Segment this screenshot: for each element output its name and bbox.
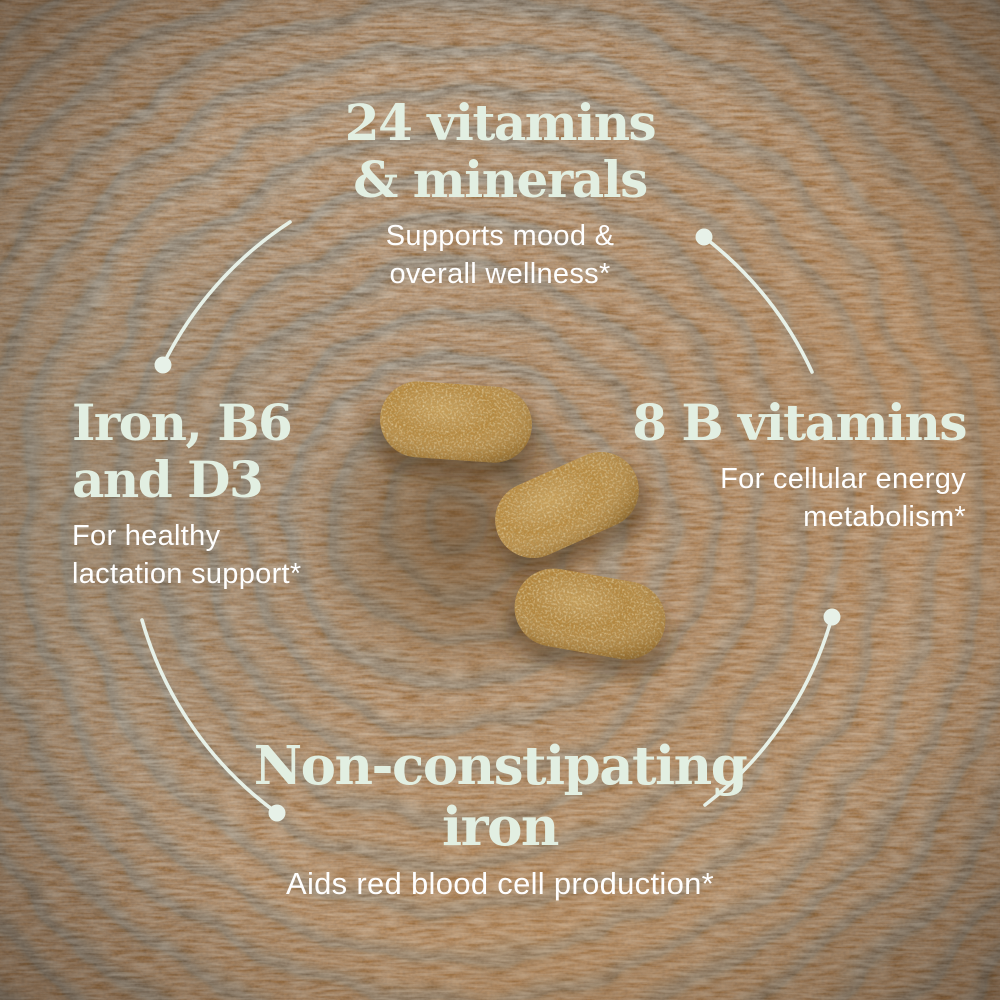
title-line: 8 B vitamins [632,393,967,452]
pill-capsule-1 [372,378,537,481]
title-line: Iron, B6 [72,393,293,452]
arc-dot-top-right [695,228,713,246]
arc-dot-bottom-right [823,608,841,626]
arc-bottom-right [703,615,834,807]
callout-title: Iron, B6 and D3 [72,394,301,508]
callout-title: 24 vitamins & minerals [0,94,1000,208]
title-line: Non-constipating [253,735,748,797]
arc-dot-top-left [154,356,172,374]
callout-iron-b6-d3: Iron, B6 and D3 For healthy lactation su… [72,394,301,593]
callout-title: Non-constipating iron [0,736,1000,858]
subtitle-line: Aids red blood cell production* [285,866,715,901]
arc-top-left [161,220,292,367]
title-line: and D3 [72,450,264,509]
callout-subtitle: For healthy lactation support* [72,517,301,593]
callout-b-vitamins: 8 B vitamins For cellular energy metabol… [632,393,967,536]
arc-bottom-left [140,618,279,815]
title-line: iron [442,796,559,858]
title-line: & minerals [353,150,648,209]
pill-shading [514,568,666,660]
title-line: 24 vitamins [344,93,657,152]
subtitle-line: For healthy [72,520,221,552]
callout-subtitle: Supports mood & overall wellness* [0,217,1000,293]
arc-top-right [702,235,814,374]
pill-shading [495,451,639,559]
callout-arcs [140,220,834,815]
pill-shading [380,381,532,463]
arc-endpoint-dots [154,228,841,822]
pill-capsule-2 [483,439,651,577]
subtitle-line: overall wellness* [389,258,611,290]
subtitle-line: For cellular energy [720,463,966,495]
arc-dot-bottom-left [268,804,286,822]
subtitle-line: lactation support* [72,558,302,590]
subtitle-line: metabolism* [803,501,966,533]
callout-vitamins-minerals: 24 vitamins & minerals Supports mood & o… [0,94,1000,293]
pill-capsule-3 [505,562,672,678]
callout-non-constipating-iron: Non-constipating iron Aids red blood cel… [0,736,1000,903]
subtitle-line: Supports mood & [385,220,615,252]
callout-title: 8 B vitamins [632,393,967,452]
callout-subtitle: For cellular energy metabolism* [632,460,966,536]
callout-subtitle: Aids red blood cell production* [0,865,1000,903]
